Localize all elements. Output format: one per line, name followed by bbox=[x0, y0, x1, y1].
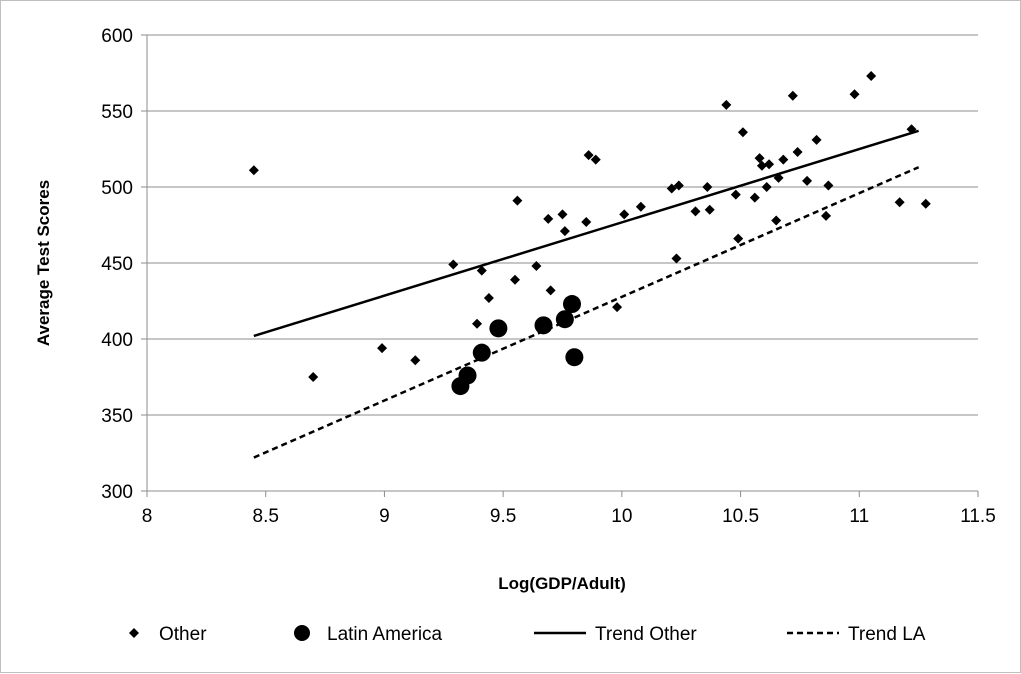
point-other bbox=[483, 292, 494, 303]
point-other bbox=[802, 175, 813, 186]
legend-trend-la-label: Trend LA bbox=[848, 624, 926, 645]
point-latin-america bbox=[565, 348, 584, 367]
point-other bbox=[733, 233, 744, 244]
point-other bbox=[545, 285, 556, 296]
x-tick-label: 11.5 bbox=[960, 506, 996, 527]
point-other bbox=[510, 274, 521, 285]
legend: Other Latin America Trend Other Trend LA bbox=[129, 624, 926, 645]
x-tick-label: 10.5 bbox=[722, 506, 759, 527]
point-latin-america bbox=[534, 316, 553, 335]
point-other bbox=[619, 209, 630, 220]
x-tick-label: 8.5 bbox=[253, 506, 279, 527]
point-other bbox=[410, 355, 421, 366]
trend-line-trend-la bbox=[253, 166, 920, 459]
point-latin-america bbox=[489, 319, 508, 338]
point-other bbox=[721, 99, 732, 110]
point-other bbox=[787, 90, 798, 101]
point-other bbox=[671, 253, 682, 264]
point-other bbox=[737, 127, 748, 138]
y-tick-label: 350 bbox=[101, 406, 133, 427]
tick-labels: 300 350 400 450 500 550 600 8 8.5 9 9.5 10 10.5 11 11.… bbox=[101, 26, 995, 527]
point-other bbox=[583, 150, 594, 161]
x-tick-label: 9 bbox=[379, 506, 390, 527]
point-other bbox=[771, 215, 782, 226]
legend-latin-america-label: Latin America bbox=[327, 624, 443, 645]
point-other bbox=[559, 226, 570, 237]
point-other bbox=[773, 172, 784, 183]
point-other bbox=[690, 206, 701, 217]
point-other bbox=[894, 197, 905, 208]
point-other bbox=[730, 189, 741, 200]
point-other bbox=[531, 261, 542, 272]
y-tick-label: 500 bbox=[101, 178, 133, 199]
point-other bbox=[673, 180, 684, 191]
point-other bbox=[702, 182, 713, 192]
y-tick-label: 600 bbox=[101, 26, 133, 47]
point-other bbox=[448, 259, 459, 270]
point-other bbox=[612, 302, 623, 313]
point-other bbox=[920, 198, 931, 209]
y-axis-title: Average Test Scores bbox=[34, 180, 53, 346]
y-tick-label: 450 bbox=[101, 254, 133, 275]
legend-other-label: Other bbox=[159, 624, 207, 645]
point-other bbox=[756, 160, 767, 171]
point-other bbox=[581, 216, 592, 227]
point-other bbox=[635, 201, 646, 212]
point-other bbox=[704, 204, 715, 215]
legend-other-marker bbox=[129, 628, 139, 638]
x-tick-label: 11 bbox=[849, 506, 869, 527]
point-other bbox=[476, 265, 487, 276]
point-other bbox=[811, 134, 822, 145]
point-other bbox=[749, 192, 760, 203]
y-tick-label: 400 bbox=[101, 330, 133, 351]
data-points bbox=[248, 71, 931, 396]
point-other bbox=[472, 318, 483, 329]
point-other bbox=[248, 165, 259, 176]
point-other bbox=[764, 159, 775, 170]
x-tick-label: 10 bbox=[611, 506, 632, 527]
y-tick-label: 300 bbox=[101, 482, 133, 503]
point-other bbox=[792, 147, 803, 158]
point-other bbox=[866, 71, 877, 82]
y-tick-label: 550 bbox=[101, 102, 133, 123]
legend-trend-other-label: Trend Other bbox=[595, 624, 697, 645]
point-other bbox=[754, 153, 765, 164]
point-other bbox=[543, 213, 554, 224]
x-axis-title: Log(GDP/Adult) bbox=[498, 574, 625, 593]
point-other bbox=[308, 372, 319, 382]
axis-layer bbox=[141, 34, 979, 497]
point-other bbox=[821, 210, 832, 221]
trend-lines bbox=[253, 129, 920, 459]
point-other bbox=[849, 89, 860, 100]
point-other bbox=[512, 195, 523, 206]
x-tick-label: 9.5 bbox=[490, 506, 516, 527]
point-other bbox=[761, 182, 772, 192]
legend-latin-america-marker bbox=[294, 625, 310, 641]
trend-line-trend-other bbox=[253, 129, 920, 338]
point-other bbox=[823, 180, 834, 191]
point-latin-america bbox=[472, 343, 491, 362]
point-latin-america bbox=[562, 295, 581, 314]
point-other bbox=[906, 124, 917, 135]
point-latin-america bbox=[555, 310, 574, 329]
point-latin-america bbox=[458, 366, 477, 385]
point-other bbox=[590, 154, 601, 165]
point-other bbox=[557, 209, 568, 220]
point-other bbox=[377, 343, 388, 354]
x-tick-label: 8 bbox=[142, 506, 153, 527]
point-other bbox=[778, 154, 789, 165]
grid-layer bbox=[147, 34, 978, 416]
point-other bbox=[666, 183, 677, 194]
